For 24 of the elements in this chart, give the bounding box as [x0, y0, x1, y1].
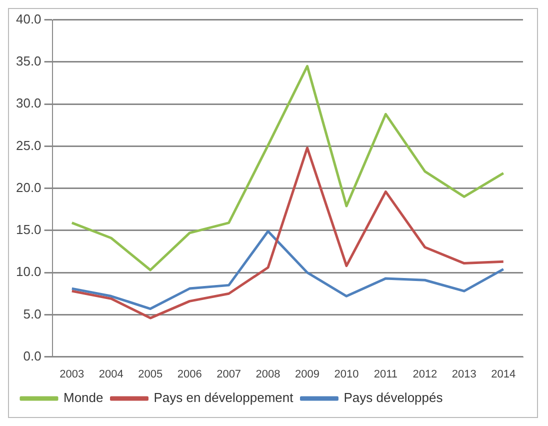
y-tick-label: 35.0 — [16, 54, 42, 69]
x-tick-label: 2012 — [412, 368, 438, 380]
legend-label: Pays en développement — [154, 390, 294, 406]
y-tick-label: 0.0 — [23, 348, 42, 364]
legend-label: Monde — [64, 390, 104, 406]
x-tick-label: 2005 — [138, 368, 163, 380]
x-tick-label: 2013 — [452, 368, 476, 380]
y-tick-label: 15.0 — [16, 222, 42, 238]
x-tick-label: 2006 — [177, 368, 202, 380]
x-tick-label: 2003 — [60, 368, 84, 380]
x-tick-label: 2007 — [216, 368, 242, 380]
y-tick-label: 10.0 — [16, 264, 42, 280]
x-tick-label: 2010 — [334, 368, 359, 380]
legend-label: Pays développés — [344, 390, 444, 406]
y-tick-label: 30.0 — [16, 96, 42, 111]
x-tick-label: 2014 — [491, 368, 516, 380]
y-tick-label: 40.0 — [16, 11, 42, 26]
x-tick-label: 2004 — [98, 368, 124, 380]
y-tick-label: 20.0 — [16, 180, 42, 195]
y-tick-label: 5.0 — [23, 306, 42, 322]
x-tick-label: 2008 — [256, 368, 280, 380]
x-tick-label: 2011 — [374, 368, 398, 380]
y-tick-label: 25.0 — [16, 138, 42, 153]
x-tick-label: 2009 — [295, 368, 320, 380]
